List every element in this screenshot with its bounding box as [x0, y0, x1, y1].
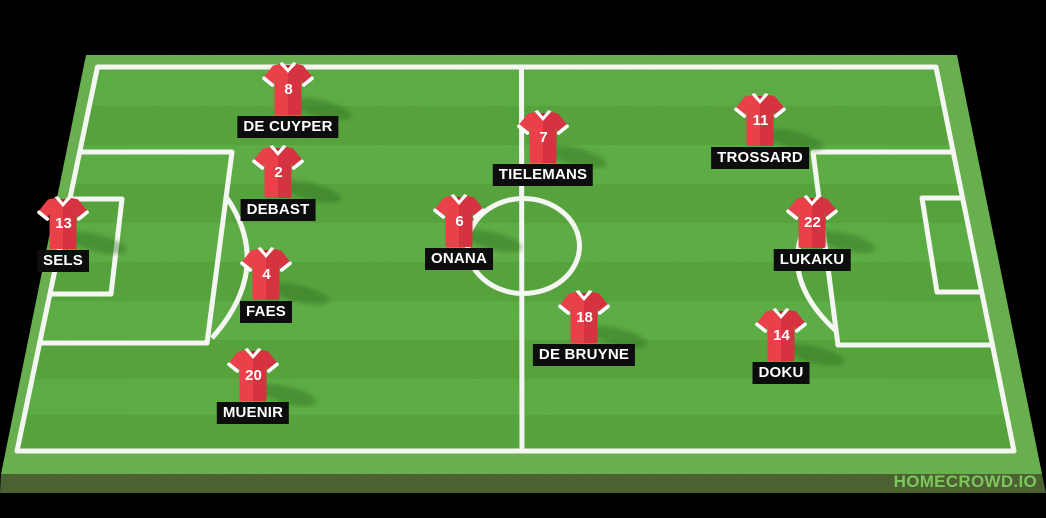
jersey-number: 20 — [245, 367, 262, 384]
player-name-label: ONANA — [425, 248, 493, 270]
player-name-label: TROSSARD — [711, 147, 809, 169]
player-shadow — [785, 344, 845, 366]
player-shadow — [67, 232, 127, 254]
player-shadow — [764, 129, 824, 151]
player[interactable]: 13 SELS — [37, 196, 141, 272]
player[interactable]: 6 ONANA — [425, 194, 537, 270]
jersey-number: 8 — [284, 81, 292, 98]
jersey-icon: 22 — [786, 195, 876, 253]
boundary-line — [14, 64, 1017, 454]
player[interactable]: 4 FAES — [240, 247, 344, 323]
jersey-icon: 4 — [240, 247, 330, 305]
jersey-number: 14 — [773, 327, 790, 344]
player-name-label: DE CUYPER — [237, 116, 339, 138]
jersey-number: 4 — [262, 266, 271, 283]
player-shadow — [463, 230, 523, 252]
jersey-icon: 18 — [558, 290, 648, 348]
player-name-label: DEBAST — [240, 199, 316, 221]
jersey-icon: 6 — [433, 194, 523, 252]
player-name-label: FAES — [240, 301, 292, 323]
jersey-icon: 20 — [227, 348, 317, 406]
jersey-number: 18 — [576, 309, 593, 326]
player-name-label: DOKU — [752, 362, 810, 384]
jersey-icon: 7 — [517, 110, 607, 168]
jersey-number: 13 — [55, 215, 72, 232]
jersey-number: 11 — [753, 112, 769, 129]
jersey-icon: 14 — [755, 308, 845, 366]
player[interactable]: 7 TIELEMANS — [492, 110, 621, 186]
player-shadow — [282, 181, 342, 203]
player-shadow — [816, 231, 876, 253]
jersey-icon: 2 — [252, 145, 342, 203]
jersey-number: 2 — [274, 164, 282, 181]
player-name-label: MUENIR — [216, 402, 290, 424]
player[interactable]: 8 DE CUYPER — [237, 62, 366, 138]
halfway-line — [519, 66, 525, 452]
player-shadow — [270, 283, 330, 305]
jersey-number: 6 — [455, 213, 463, 230]
player[interactable]: 11 TROSSARD — [711, 93, 838, 169]
player-name-label: SELS — [37, 250, 89, 272]
player-shadow — [588, 326, 648, 348]
player[interactable]: 22 LUKAKU — [773, 195, 890, 271]
jersey-number: 7 — [539, 129, 547, 146]
jersey-icon: 11 — [734, 93, 824, 151]
jersey-icon: 13 — [37, 196, 127, 254]
player-shadow — [547, 146, 607, 168]
player[interactable]: 18 DE BRUYNE — [532, 290, 662, 366]
jersey-number: 22 — [804, 214, 821, 231]
player-name-label: DE BRUYNE — [532, 344, 636, 366]
penalty-area-left — [40, 149, 235, 346]
player[interactable]: 20 MUENIR — [216, 348, 331, 424]
player-shadow — [257, 384, 317, 406]
player[interactable]: 14 DOKU — [752, 308, 859, 384]
penalty-area-right — [810, 149, 993, 348]
pitch-front-edge — [0, 474, 1046, 493]
player-shadow — [292, 98, 352, 120]
watermark-link[interactable]: HOMECROWD.IO — [893, 472, 1037, 491]
player[interactable]: 2 DEBAST — [240, 145, 356, 221]
jersey-icon: 8 — [262, 62, 352, 120]
player-name-label: LUKAKU — [773, 249, 851, 271]
player-name-label: TIELEMANS — [492, 164, 594, 186]
goal-area-right — [919, 195, 982, 295]
